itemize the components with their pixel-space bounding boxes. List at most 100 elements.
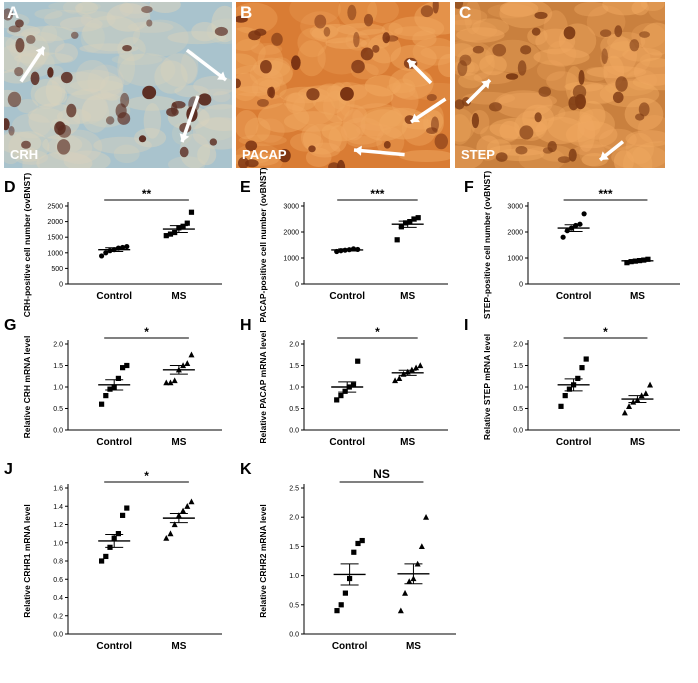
tissue-texture [471, 18, 510, 37]
stained-cell [267, 87, 274, 98]
y-tick-label: 1500 [47, 235, 63, 242]
tissue-texture [251, 43, 283, 55]
y-tick-label: 1.0 [289, 573, 299, 580]
tissue-texture [625, 130, 665, 148]
tissue-texture [82, 15, 141, 52]
stained-cell [612, 91, 624, 104]
tissue-texture [197, 144, 217, 166]
photo-panel-b: B PACAP [236, 2, 450, 168]
y-tick-label: 0.5 [53, 406, 63, 413]
tissue-texture [408, 82, 450, 101]
tissue-texture [623, 147, 653, 168]
tissue-texture [81, 95, 110, 133]
tissue-texture [412, 30, 437, 48]
stained-cell [15, 38, 25, 53]
tissue-texture [75, 2, 99, 15]
tissue-texture [125, 95, 178, 111]
y-tick-label: 1.0 [53, 385, 63, 392]
photo-label: CRH [10, 147, 39, 162]
arrow-icon [465, 78, 492, 105]
category-label: MS [630, 291, 645, 302]
stained-cell [615, 76, 628, 92]
photo-panel-a: A CRH [4, 2, 232, 168]
chart-svg: F 0 1000 2000 3000 STEP-positive cell number … [464, 171, 680, 319]
tissue-texture [479, 54, 507, 76]
stained-cell [260, 59, 272, 74]
data-point [180, 223, 186, 229]
tissue-texture [179, 133, 211, 168]
significance-label: NS [373, 467, 390, 481]
category-label: MS [171, 291, 186, 302]
stained-cell [14, 66, 24, 77]
chart-svg: J 0.0 0.2 0.4 0.6 0.8 1.0 1.2 1.4 1.6 Relative CRH… [4, 461, 222, 652]
y-tick-label: 0.0 [289, 428, 299, 435]
stained-cell [138, 135, 147, 143]
tissue-texture [63, 88, 120, 122]
y-tick-label: 1.0 [513, 385, 523, 392]
tissue-texture [420, 45, 450, 60]
y-tick-label: 0 [519, 282, 523, 289]
tissue-texture [580, 82, 618, 105]
y-axis-label: STEP-positive cell number (ovBNST) [482, 171, 492, 319]
y-tick-label: 2.0 [513, 342, 523, 349]
chart-h: H 0.0 0.5 1.0 1.5 2.0 Relative PACAP mRNA leve… [236, 314, 458, 454]
stained-cell [639, 31, 650, 38]
tissue-texture [56, 108, 92, 125]
data-point [184, 220, 190, 226]
data-point [396, 375, 403, 381]
arrow-icon [598, 140, 625, 162]
y-tick-label: 1.5 [289, 363, 299, 370]
tissue-texture [360, 38, 390, 50]
y-tick-label: 2.0 [53, 342, 63, 349]
tissue-texture [236, 64, 284, 94]
stained-cell [599, 29, 612, 37]
tissue-texture [455, 145, 484, 168]
stained-cell [531, 27, 541, 36]
stained-cell [4, 118, 10, 131]
data-point [163, 379, 170, 386]
category-label: MS [400, 291, 415, 302]
tissue-texture [312, 83, 347, 115]
y-axis-label: Relative PACAP mRNA level [258, 330, 268, 443]
data-point [560, 234, 566, 240]
tissue-texture [458, 73, 483, 89]
stained-cell [146, 19, 153, 27]
stained-cell [21, 140, 31, 149]
stained-cell [142, 85, 157, 100]
data-point [355, 540, 361, 547]
data-point [171, 521, 178, 528]
y-tick-label: 0.5 [289, 602, 299, 609]
tissue-texture [498, 92, 557, 109]
panel-letter: D [4, 179, 16, 196]
stained-cell [306, 88, 320, 101]
data-point [351, 549, 357, 555]
stained-cell [572, 84, 587, 100]
data-point [573, 222, 579, 229]
category-label: Control [329, 437, 365, 448]
data-point [398, 224, 404, 230]
y-tick-label: 2000 [47, 219, 63, 226]
stained-cell [505, 73, 519, 80]
tissue-texture [558, 23, 597, 59]
y-tick-label: 1.2 [53, 522, 63, 529]
chart-j: J 0.0 0.2 0.4 0.6 0.8 1.0 1.2 1.4 1.6 Relative CRH… [0, 458, 232, 658]
tissue-texture [473, 71, 515, 85]
data-point [124, 505, 130, 511]
stained-cell [237, 157, 249, 168]
tissue-texture [390, 44, 437, 72]
panel-letter: A [7, 3, 20, 22]
tissue-texture [59, 16, 103, 32]
data-point [342, 590, 348, 596]
data-point [392, 377, 399, 384]
stained-cell [351, 59, 365, 74]
y-tick-label: 2000 [283, 230, 299, 237]
stained-cell [568, 96, 579, 111]
photo-label: PACAP [242, 147, 287, 162]
data-point [99, 401, 105, 407]
data-point [188, 351, 195, 358]
stained-cell [472, 45, 485, 54]
tissue-texture [437, 53, 450, 78]
significance-label: * [144, 325, 149, 339]
y-tick-label: 0.4 [53, 595, 63, 602]
data-point [107, 386, 113, 392]
